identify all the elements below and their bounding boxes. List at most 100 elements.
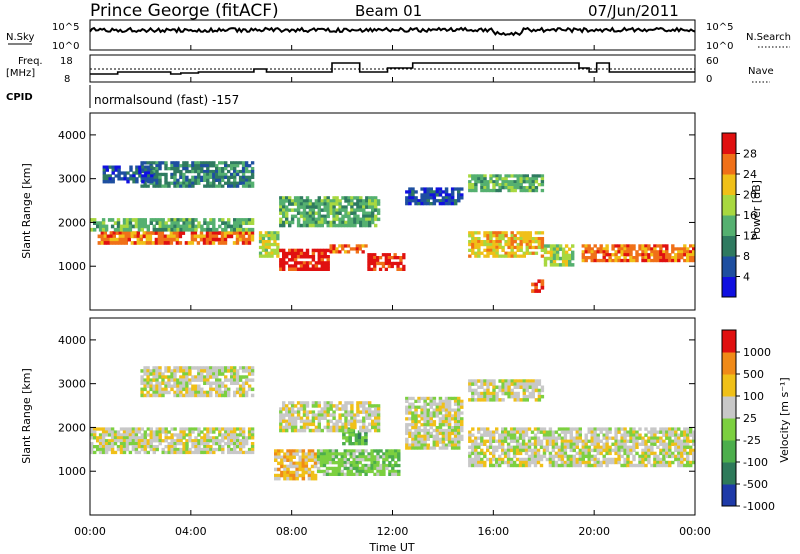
power-cell <box>221 161 225 165</box>
power-cell <box>507 188 511 193</box>
velocity-cell <box>498 439 502 443</box>
velocity-cell <box>247 387 252 392</box>
velocity-cell <box>374 404 378 408</box>
velocity-cell <box>572 454 576 459</box>
velocity-cell <box>379 463 383 468</box>
velocity-cell <box>602 454 606 459</box>
velocity-cell <box>647 454 651 459</box>
velocity-cell <box>492 448 496 453</box>
power-cell <box>489 240 493 244</box>
power-cell <box>194 218 198 222</box>
velocity-cell <box>554 454 559 459</box>
velocity-cell <box>599 448 603 453</box>
power-cell <box>197 169 201 174</box>
power-cell <box>293 261 298 265</box>
velocity-cell <box>90 445 94 449</box>
power-cell <box>121 234 125 239</box>
velocity-cell <box>411 414 415 418</box>
velocity-cell <box>540 394 545 399</box>
velocity-cell <box>314 428 319 433</box>
velocity-cell <box>686 463 690 468</box>
velocity-cell <box>411 437 415 441</box>
power-cell <box>495 188 499 193</box>
velocity-cell <box>152 366 156 370</box>
velocity-cell <box>131 445 136 449</box>
power-cell <box>477 240 481 244</box>
power-cell <box>202 234 207 239</box>
power-cell <box>194 164 198 168</box>
velocity-cell <box>128 433 133 437</box>
velocity-cell <box>191 378 195 382</box>
power-cell <box>376 256 380 260</box>
velocity-cell <box>525 385 529 389</box>
velocity-cell <box>665 454 669 459</box>
velocity-cell <box>352 466 356 471</box>
velocity-cell <box>238 393 243 398</box>
power-cell <box>241 172 246 177</box>
power-cell <box>305 255 310 259</box>
power-cell <box>212 218 216 222</box>
power-cell <box>197 167 201 171</box>
power-cell <box>279 264 283 268</box>
velocity-cell <box>677 460 681 465</box>
power-cell <box>414 196 418 200</box>
power-cell <box>677 247 681 251</box>
power-cell <box>209 161 213 165</box>
velocity-cell <box>212 447 216 452</box>
velocity-cell <box>394 455 398 459</box>
velocity-cell <box>285 419 289 424</box>
power-cell <box>258 245 263 250</box>
velocity-cell <box>203 439 207 443</box>
power-cell <box>270 237 274 241</box>
velocity-cell <box>289 449 293 453</box>
power-cell <box>247 169 252 174</box>
power-cell <box>370 253 374 257</box>
power-cell <box>218 167 222 171</box>
power-cell <box>188 227 192 232</box>
velocity-cell <box>426 431 430 436</box>
velocity-cell <box>182 450 186 455</box>
power-cell <box>365 199 369 203</box>
velocity-cell <box>539 463 544 468</box>
velocity-cell <box>146 378 150 382</box>
power-cell <box>247 234 252 239</box>
power-cell <box>102 174 106 178</box>
power-cell <box>516 231 520 235</box>
velocity-cell <box>131 447 136 452</box>
velocity-cell <box>96 445 100 449</box>
power-cell <box>152 167 156 171</box>
velocity-cell <box>471 457 475 462</box>
velocity-ytick-label: 1000 <box>58 465 86 478</box>
velocity-cell <box>581 439 585 443</box>
velocity-cell <box>656 463 660 468</box>
velocity-cell <box>548 430 553 434</box>
velocity-cell <box>236 427 240 431</box>
velocity-cell <box>525 394 529 399</box>
power-cell <box>150 171 154 175</box>
velocity-cell <box>474 379 478 383</box>
velocity-cell <box>503 439 508 443</box>
power-cell <box>522 177 526 181</box>
velocity-cell <box>227 390 231 395</box>
velocity-cell <box>659 451 663 456</box>
velocity-cell <box>692 439 696 443</box>
power-cell <box>290 202 295 206</box>
power-cell <box>528 237 532 241</box>
power-cell <box>590 256 594 260</box>
velocity-cell <box>414 434 418 438</box>
velocity-cell <box>426 434 430 438</box>
velocity-cell <box>575 439 579 443</box>
power-cell <box>293 202 298 206</box>
velocity-cell <box>644 457 648 462</box>
power-cell <box>641 250 645 254</box>
power-cell <box>346 244 351 248</box>
velocity-cell <box>209 430 213 434</box>
power-cell <box>161 218 165 222</box>
velocity-cell <box>620 439 624 443</box>
velocity-cell <box>194 427 198 431</box>
velocity-cell <box>188 430 192 434</box>
power-cell <box>341 208 345 212</box>
velocity-cell <box>176 433 180 437</box>
velocity-cell <box>137 442 142 446</box>
